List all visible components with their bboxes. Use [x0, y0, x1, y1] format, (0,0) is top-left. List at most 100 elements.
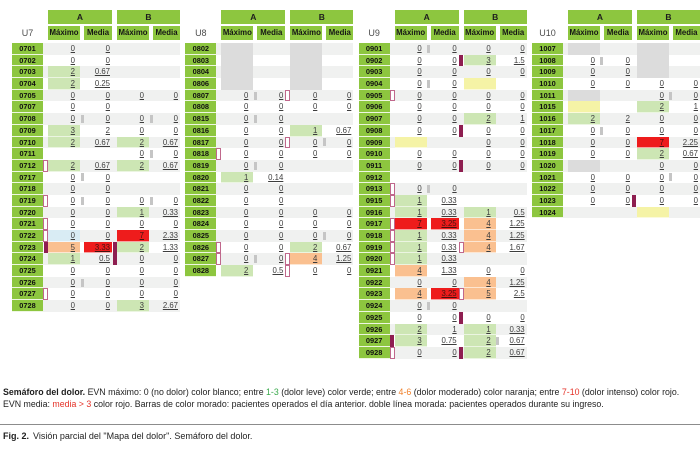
cell-a-media	[604, 160, 632, 172]
cell-b-media: 0	[153, 218, 180, 230]
cell-b-maximo: 7	[636, 136, 669, 149]
evn-value: 0	[312, 90, 318, 100]
cell-b-maximo	[290, 183, 322, 195]
evn-value: 0	[625, 137, 630, 147]
cell-b-media: 0	[500, 66, 527, 78]
cell-b-maximo: 0	[117, 148, 149, 160]
col-group-header-b: B	[463, 10, 527, 24]
gray-bar-marker	[253, 255, 257, 264]
evn-value: 0	[173, 219, 178, 229]
table-row: 0928 0 0 2 0.67	[358, 346, 527, 359]
b-gutter	[285, 253, 291, 266]
gray-bar-marker	[80, 114, 84, 123]
evn-value: 1	[486, 324, 491, 334]
cell-b-maximo: 2	[117, 159, 149, 172]
cell-b-maximo: 3	[463, 54, 496, 67]
evn-value: 1	[417, 195, 422, 205]
evn-value: 0	[417, 79, 422, 89]
header-b-media: Media	[672, 26, 700, 40]
cell-b-media: 0	[500, 137, 527, 149]
evn-value: 0	[486, 160, 491, 170]
cell-a-maximo: 0	[221, 125, 253, 137]
evn-value: 0.33	[509, 324, 525, 334]
evn-value: 0	[173, 254, 178, 264]
cell-b-media: 0	[153, 265, 180, 277]
cell-a-maximo: 0	[48, 172, 80, 184]
cell-b-maximo: 0	[637, 160, 669, 172]
cell-b-media: 0.33	[153, 207, 180, 219]
cell-b-media	[326, 172, 353, 184]
evn-value: 0	[243, 125, 249, 135]
cell-b-media: 0	[326, 101, 353, 113]
evn-value: 0	[70, 277, 75, 287]
left-gutter	[43, 218, 48, 230]
evn-value: 0	[105, 195, 110, 205]
cell-a-maximo: 0	[221, 230, 253, 242]
cell-a-maximo: 0	[568, 125, 600, 137]
row-label: 1008	[531, 54, 563, 67]
cell-a-maximo: 0	[395, 125, 427, 137]
evn-value: 0	[346, 231, 352, 240]
cell-b-maximo	[117, 55, 149, 67]
cell-b-media: 0	[500, 160, 527, 172]
cell-a-media: 0.67	[84, 137, 112, 149]
cell-b-media: 0	[326, 230, 353, 242]
row-label: 0725	[12, 265, 43, 277]
evn-value: 1	[243, 172, 249, 182]
table-row: 0718 0 0	[12, 183, 180, 195]
evn-value: 0	[278, 160, 284, 170]
cell-b-maximo	[290, 172, 322, 184]
b-gutter	[112, 241, 117, 254]
pain-map-tables: A B U7 Máximo Media Máximo Media 0701 0 0 0702 0 0 07…	[12, 10, 700, 359]
cell-a-media: 0	[604, 78, 632, 90]
evn-value: 0.5	[99, 254, 110, 264]
evn-value: 0	[520, 137, 525, 147]
evn-value: 1.25	[509, 231, 525, 240]
row-cells	[562, 206, 700, 219]
row-cells: 0 0 0 0	[216, 101, 353, 113]
evn-value: 0	[452, 149, 457, 159]
row-label: 0807	[185, 89, 217, 102]
row-cells: 0 0 4 1.25	[389, 276, 527, 289]
cell-a-maximo: 3	[394, 335, 427, 347]
left-gutter	[216, 241, 222, 254]
header-a-maximo: Máximo	[394, 26, 427, 40]
cell-a-media	[604, 43, 632, 55]
evn-value: 0.67	[509, 347, 525, 357]
cell-a-maximo: 1	[394, 194, 427, 207]
evn-value: 0	[520, 266, 525, 276]
cell-a-media: 0	[604, 125, 632, 137]
purple-double-line-marker	[389, 346, 395, 359]
purple-double-line-marker	[285, 253, 291, 266]
cell-a-media: 0.33	[431, 195, 459, 207]
purple-double-line-marker	[389, 253, 395, 266]
a-gutter	[80, 172, 84, 184]
evn-value: 2	[417, 324, 422, 334]
cell-b-media	[153, 78, 180, 90]
evn-value: 0	[520, 149, 525, 159]
cell-b-media	[500, 195, 527, 207]
caption-divider	[0, 424, 700, 425]
cell-a-maximo: 0	[48, 265, 80, 277]
row-label: 0722	[12, 230, 43, 242]
table-row: 1008 0 0	[531, 54, 700, 67]
evn-value: 0	[693, 90, 698, 100]
cell-a-media: 0	[257, 90, 285, 102]
cell-b-maximo: 0	[637, 172, 669, 184]
evn-value: 0	[105, 102, 110, 112]
gray-bar-marker	[253, 91, 257, 100]
cell-a-maximo: 0	[221, 148, 253, 160]
row-label: 0802	[185, 43, 217, 55]
evn-value: 0.67	[336, 242, 352, 252]
cell-a-media: 0	[84, 183, 112, 195]
evn-value: 3	[70, 125, 75, 135]
header-a-media: Media	[257, 26, 286, 40]
cell-a-media: 0.67	[84, 66, 112, 78]
cell-a-media: 0.5	[257, 265, 285, 277]
cell-b-media: 0	[500, 125, 527, 137]
row-cells	[390, 172, 527, 184]
cell-b-maximo: 0	[464, 265, 496, 277]
cell-b-media: 0.67	[326, 125, 353, 137]
cell-b-maximo: 0	[637, 195, 669, 207]
